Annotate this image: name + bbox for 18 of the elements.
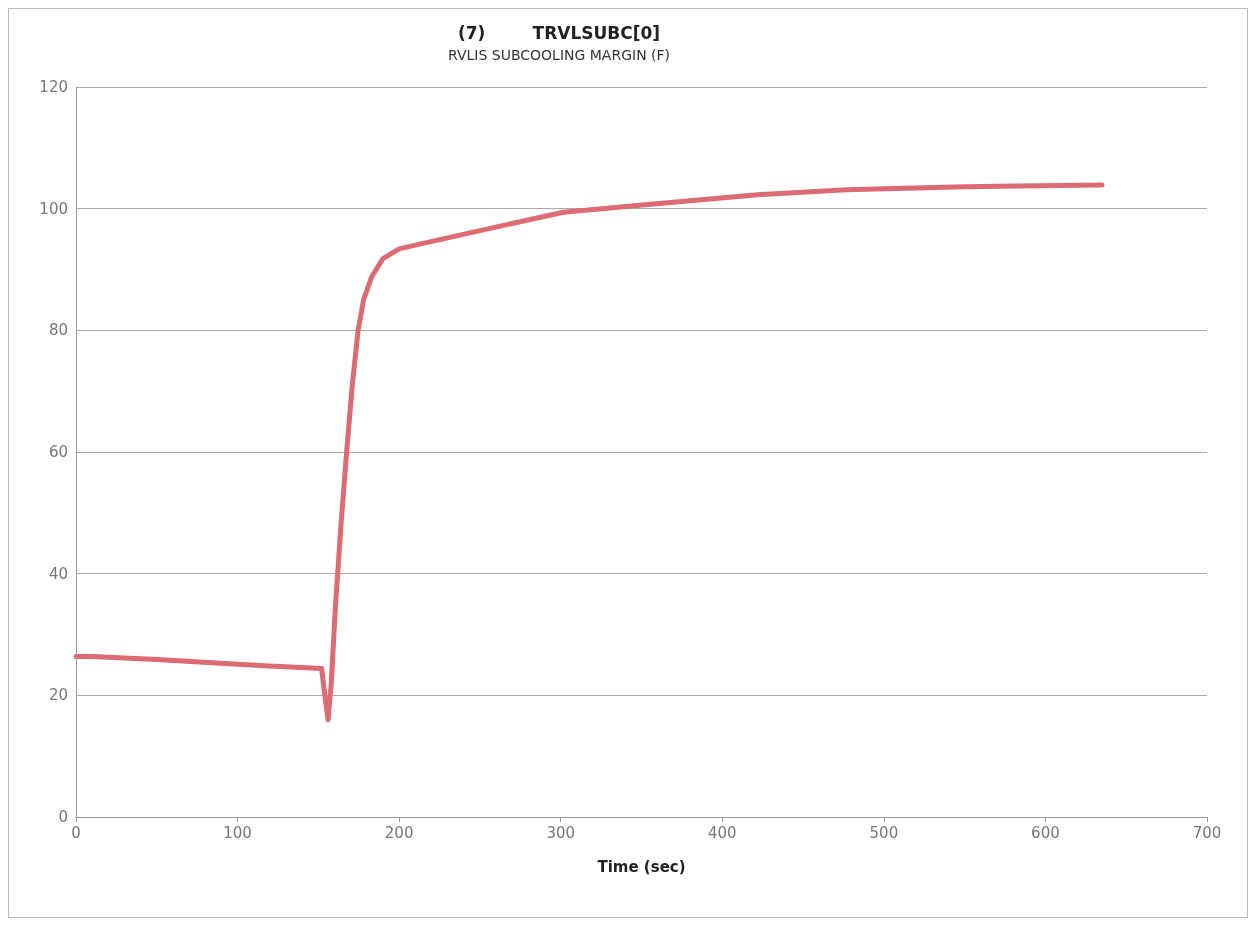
x-tick-label: 500: [869, 823, 899, 842]
x-tick-label: 600: [1031, 823, 1060, 842]
x-tick-label: 400: [707, 823, 737, 842]
chart-subtitle: RVLIS SUBCOOLING MARGIN (F): [447, 47, 671, 63]
x-tick-label: 0: [71, 823, 81, 842]
x-axis-title: Time (sec): [597, 857, 686, 876]
y-tick-label: 100: [39, 199, 68, 218]
x-tick-label: 700: [1192, 823, 1222, 842]
y-tick-label: 40: [48, 564, 68, 583]
y-tick-label: 60: [48, 443, 68, 461]
x-tick-label: 300: [546, 823, 576, 842]
x-tick-label: 200: [384, 823, 414, 842]
y-tick-label: 20: [48, 686, 68, 705]
y-tick-label: 80: [48, 321, 68, 340]
y-tick-label: 0: [58, 808, 68, 826]
y-tick-label: 120: [39, 78, 68, 96]
chart-title: (7) TRVLSUBC[0]: [457, 22, 661, 43]
x-tick-label: 100: [223, 823, 252, 842]
